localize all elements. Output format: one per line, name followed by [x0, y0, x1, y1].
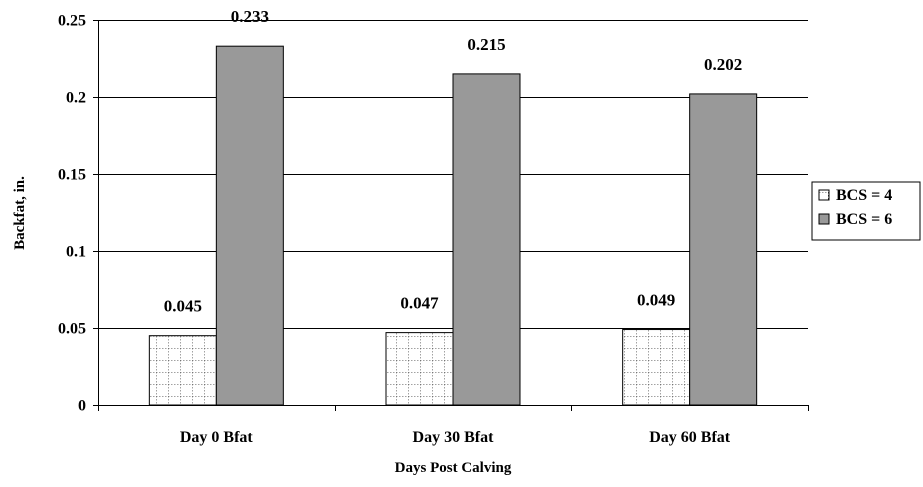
bar-bcs4 — [622, 329, 691, 406]
data-label: 0.049 — [637, 291, 675, 310]
bars — [148, 45, 758, 406]
x-axis-title: Days Post Calving — [395, 460, 512, 476]
legend: BCS = 4 BCS = 6 — [811, 181, 921, 241]
y-tick-label: 0.15 — [58, 167, 86, 184]
legend-box — [811, 181, 921, 241]
category-label: Day 60 Bfat — [649, 429, 731, 446]
bar-bcs6 — [452, 73, 521, 406]
y-tick-label: 0.2 — [66, 90, 86, 107]
data-label: 0.047 — [400, 294, 439, 313]
bar-bcs6 — [689, 93, 758, 406]
axes — [93, 20, 809, 411]
y-tick-label: 0.05 — [58, 321, 86, 338]
bar-bcs4 — [148, 335, 217, 406]
y-tick-label: 0.25 — [58, 13, 86, 30]
data-label: 0.202 — [704, 55, 742, 74]
data-label: 0.215 — [467, 35, 505, 54]
bar-bcs4 — [385, 332, 454, 406]
category-label: Day 30 Bfat — [413, 429, 495, 446]
y-tick-labels: 0 0.05 0.1 0.15 0.2 0.25 — [58, 13, 86, 415]
legend-label: BCS = 4 — [836, 187, 892, 204]
y-tick-label: 0 — [78, 398, 86, 415]
data-label: 0.233 — [231, 7, 269, 26]
legend-label: BCS = 6 — [836, 211, 892, 228]
y-axis-title: Backfat, in. — [12, 176, 28, 250]
legend-swatch — [818, 189, 830, 201]
y-tick-label: 0.1 — [66, 244, 86, 261]
data-label: 0.045 — [164, 297, 202, 316]
legend-swatch — [818, 213, 830, 225]
bar-bcs6 — [215, 45, 284, 406]
data-labels: 0.045 0.233 0.047 0.215 0.049 0.202 — [164, 7, 743, 316]
category-labels: Day 0 Bfat Day 30 Bfat Day 60 Bfat — [180, 429, 731, 446]
category-label: Day 0 Bfat — [180, 429, 254, 446]
